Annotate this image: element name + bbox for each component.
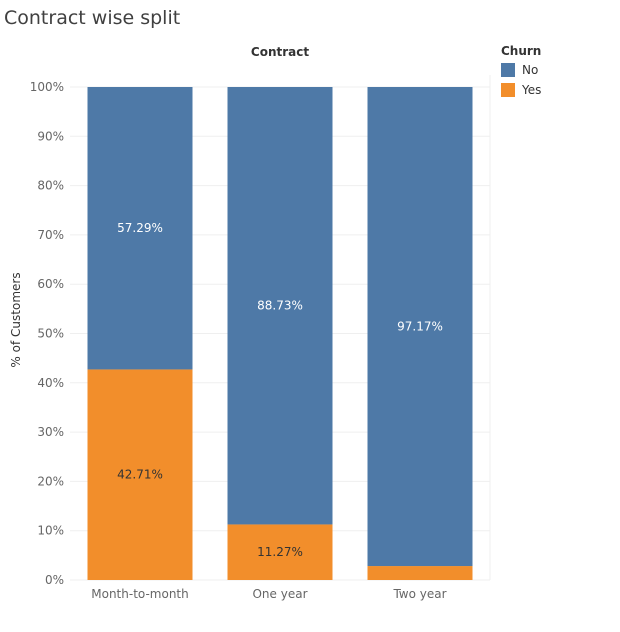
column-header: Contract [251,45,309,59]
y-tick-label: 40% [37,376,64,390]
y-tick-label: 50% [37,327,64,341]
y-tick-label: 70% [37,228,64,242]
y-tick-label: 20% [37,474,64,488]
bar-data-label: 11.27% [257,545,303,559]
y-tick-label: 60% [37,277,64,291]
x-category-label: Two year [392,587,446,601]
bar-segment-no[interactable] [367,87,473,567]
y-tick-label: 0% [45,573,64,587]
bar-data-label: 88.73% [257,299,303,313]
bar-segment-yes[interactable] [87,369,193,580]
legend-swatch-yes [501,83,515,97]
legend-label-yes: Yes [522,83,542,97]
legend-label-no: No [522,63,539,77]
legend-swatch-no [501,63,515,77]
bar-data-label: 57.29% [117,221,163,235]
legend-item-no[interactable]: No [501,62,538,78]
y-tick-label: 30% [37,425,64,439]
y-tick-label: 90% [37,129,64,143]
bar-data-label: 97.17% [397,320,443,334]
x-category-label: One year [252,587,307,601]
bar-data-label: 42.71% [117,468,163,482]
bar-segment-yes[interactable] [227,524,333,580]
bar-segment-no[interactable] [227,87,333,525]
y-tick-label: 80% [37,179,64,193]
bar-segment-no[interactable] [87,87,193,370]
bar-segment-yes[interactable] [367,566,473,580]
legend-item-yes[interactable]: Yes [501,82,541,98]
y-axis-title: % of Customers [9,272,23,367]
x-category-label: Month-to-month [91,587,189,601]
y-tick-label: 10% [37,524,64,538]
legend-title: Churn [501,44,542,58]
y-tick-label: 100% [30,80,64,94]
chart-title: Contract wise split [4,7,181,29]
